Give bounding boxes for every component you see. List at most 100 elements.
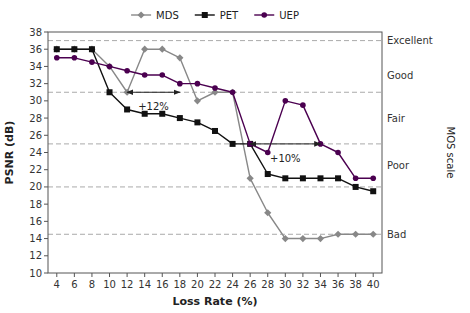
series-point: [229, 89, 236, 96]
series-point: [88, 46, 95, 53]
y-tick: [44, 118, 48, 119]
x-tick: [197, 273, 198, 277]
x-tick-label: 26: [244, 279, 257, 290]
series-point: [195, 81, 201, 87]
series-point: [89, 46, 95, 52]
y-tick-label: 16: [29, 216, 42, 227]
x-tick-label: 8: [89, 279, 95, 290]
x-tick: [91, 273, 92, 277]
y-tick: [44, 186, 48, 187]
x-tick: [162, 273, 163, 277]
x-tick: [232, 273, 233, 277]
annotation-arrow: [250, 143, 320, 144]
series-point: [141, 46, 148, 53]
y-tick-label: 22: [29, 164, 42, 175]
series-point: [54, 55, 60, 61]
legend-item: UEP: [254, 10, 299, 21]
x-tick-label: 38: [349, 279, 362, 290]
y-axis: 101214161820222426283032343638: [29, 27, 48, 279]
series-line: [57, 49, 373, 238]
x-tick-label: 28: [261, 279, 274, 290]
series-point: [159, 72, 165, 78]
series-point: [335, 150, 341, 156]
x-tick-label: 32: [297, 279, 310, 290]
series-point: [72, 55, 78, 61]
series-point: [265, 171, 271, 177]
series-point: [334, 231, 341, 238]
series-point: [212, 85, 218, 91]
x-tick-label: 24: [226, 279, 239, 290]
series-point: [264, 209, 271, 216]
y-tick: [44, 152, 48, 153]
x-tick: [74, 273, 75, 277]
x-tick: [285, 273, 286, 277]
reference-line: [48, 234, 382, 235]
y-tick-label: 18: [29, 199, 42, 210]
x-tick-label: 34: [314, 279, 327, 290]
plot-frame: [48, 32, 382, 273]
series-point: [194, 97, 201, 104]
series-point: [353, 176, 359, 182]
series-point: [299, 235, 306, 242]
series-point: [370, 176, 376, 182]
y-tick: [44, 221, 48, 222]
y-tick-label: 32: [29, 78, 42, 89]
x-tick-label: 10: [103, 279, 116, 290]
reference-lines: [48, 41, 382, 235]
y-tick: [44, 66, 48, 67]
x-tick: [320, 273, 321, 277]
reference-line: [48, 40, 382, 41]
x-tick-label: 30: [279, 279, 292, 290]
series-point: [317, 175, 323, 181]
legend-item: PET: [195, 10, 239, 21]
annotations: +12%+10%: [127, 92, 320, 163]
series-point: [142, 72, 148, 78]
series-point: [107, 64, 113, 70]
series-point: [212, 128, 218, 134]
series-point: [71, 46, 78, 53]
series-point: [176, 54, 183, 61]
y-tick: [44, 255, 48, 256]
legend-marker: [137, 11, 144, 18]
scale-label: Bad: [387, 229, 406, 240]
x-tick: [355, 273, 356, 277]
y-tick: [44, 100, 48, 101]
y2-axis-label: MOS scale: [445, 127, 456, 179]
x-axis: 46810121416182022242628303234363840: [54, 273, 380, 290]
series-point: [282, 175, 288, 181]
series-point: [107, 89, 113, 95]
x-tick-label: 12: [121, 279, 134, 290]
reference-line: [48, 143, 382, 144]
x-tick-label: 14: [138, 279, 151, 290]
series-point: [89, 59, 95, 65]
y-axis-label: PSNR (dB): [3, 121, 16, 185]
legend-marker: [261, 12, 267, 18]
x-tick: [56, 273, 57, 277]
series-point: [335, 175, 341, 181]
series-point: [300, 175, 306, 181]
x-tick: [338, 273, 339, 277]
series-group: [53, 46, 377, 243]
x-tick: [109, 273, 110, 277]
series-point: [124, 106, 130, 112]
y-tick-label: 36: [29, 44, 42, 55]
legend-marker: [202, 12, 208, 18]
y-tick: [44, 135, 48, 136]
x-tick-label: 36: [332, 279, 345, 290]
series-point: [283, 98, 289, 104]
annotation-arrow: [127, 92, 180, 93]
x-tick: [144, 273, 145, 277]
series-point: [106, 63, 113, 70]
scale-label: Poor: [387, 160, 410, 171]
reference-line: [48, 186, 382, 187]
y-tick-label: 26: [29, 130, 42, 141]
x-tick-label: 20: [191, 279, 204, 290]
series-line: [57, 58, 373, 179]
series-point: [124, 68, 130, 74]
legend: MDS PET UEP: [131, 10, 299, 21]
series-point: [300, 102, 306, 108]
y-tick-label: 30: [29, 95, 42, 106]
scale-labels: ExcellentGoodFairPoorBad: [387, 35, 433, 240]
legend-item: MDS: [131, 10, 179, 21]
legend-label: MDS: [156, 10, 179, 21]
